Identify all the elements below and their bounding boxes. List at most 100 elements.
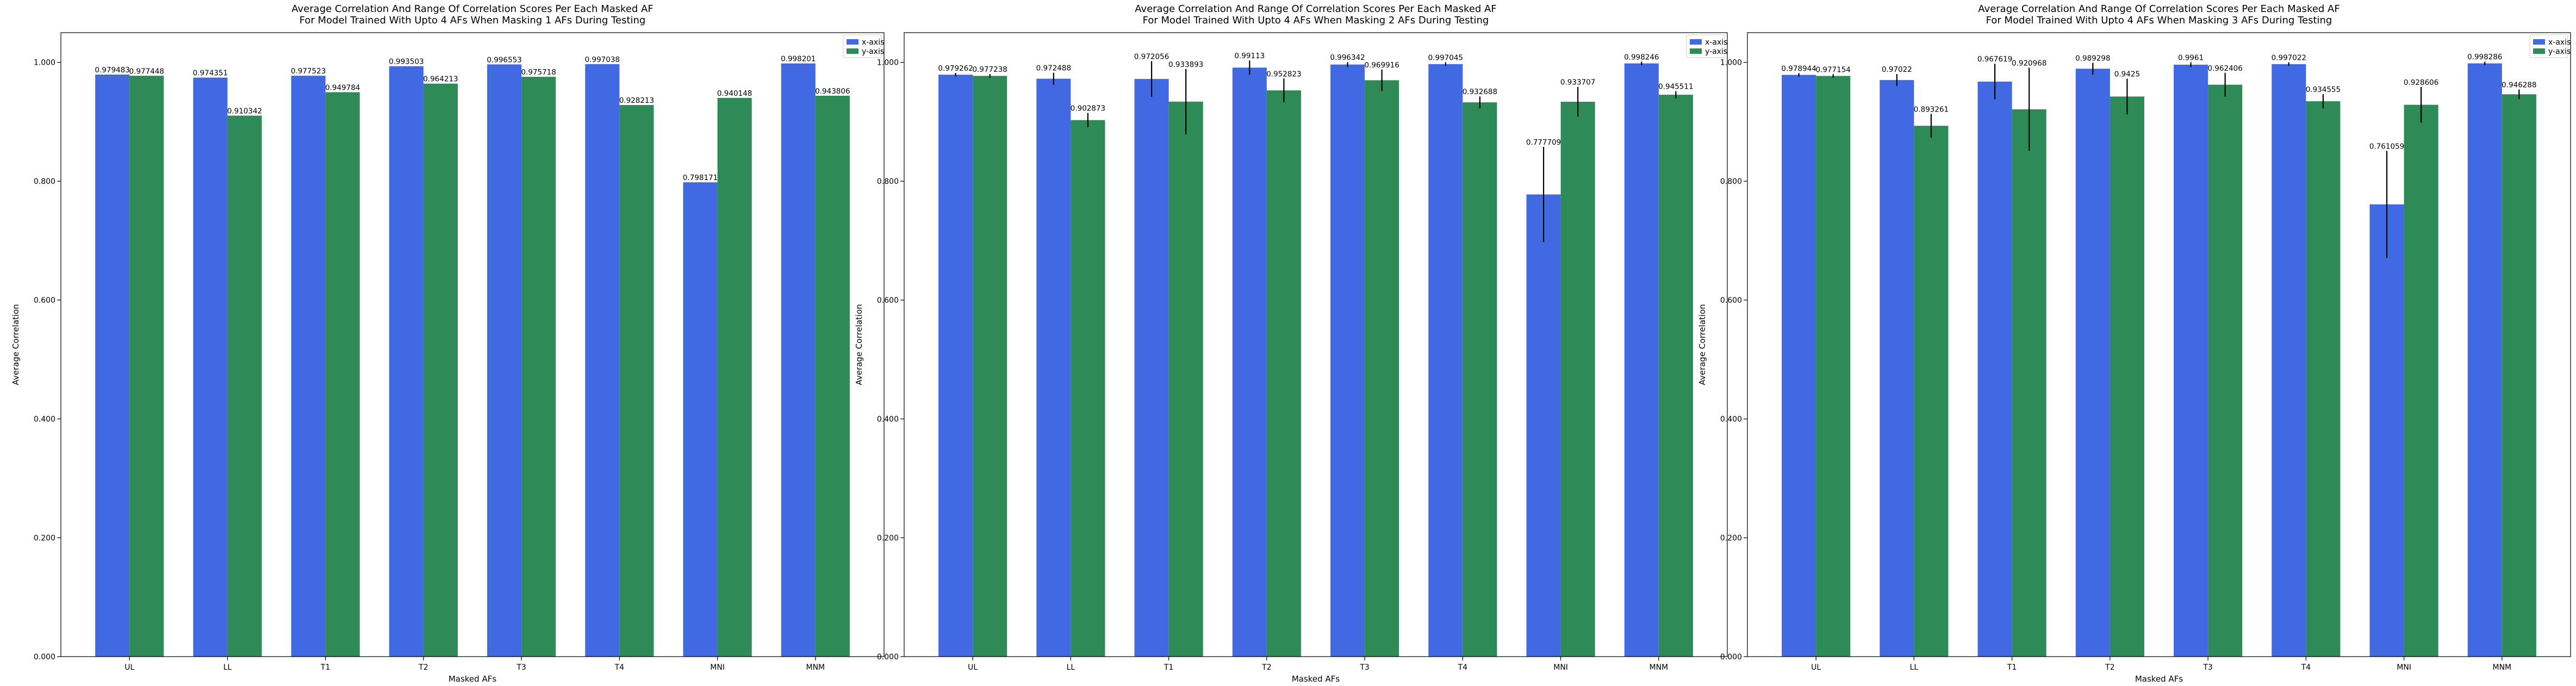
bar-y-axis-MNI (2404, 104, 2438, 657)
chart-title-line1: Average Correlation And Range Of Correla… (291, 3, 653, 15)
chart-title-line1: Average Correlation And Range Of Correla… (1978, 3, 2339, 15)
x-tick-label: T3 (2202, 663, 2212, 672)
bar-value-label: 0.977448 (129, 67, 164, 76)
bar-y-axis-MNI (1560, 102, 1595, 657)
x-tick-label: MNI (710, 663, 725, 672)
bar-value-label: 0.998246 (1624, 53, 1659, 61)
bar-x-axis-MNI (683, 182, 718, 657)
x-tick-label: MNM (1650, 663, 1669, 672)
legend-swatch-x-axis (2533, 39, 2545, 45)
bar-value-label: 0.979262 (938, 64, 973, 73)
bar-x-axis-LL (193, 77, 228, 657)
bar-value-label: 0.962406 (2207, 64, 2242, 73)
bar-value-label: 0.798171 (683, 174, 718, 182)
bar-value-label: 0.972488 (1036, 64, 1071, 73)
x-tick-label: MNI (1553, 663, 1568, 672)
bar-y-axis-T4 (619, 105, 654, 657)
bar-value-label: 0.928606 (2404, 78, 2438, 87)
bar-x-axis-T4 (1428, 64, 1463, 657)
bar-value-label: 0.964213 (423, 75, 458, 84)
legend-swatch-y-axis (2533, 48, 2545, 54)
bar-value-label: 0.928213 (619, 96, 654, 105)
bar-y-axis-T2 (1266, 90, 1301, 657)
bar-value-label: 0.998286 (2467, 53, 2502, 61)
x-tick-label: T1 (2007, 663, 2017, 672)
bar-value-label: 0.993503 (389, 58, 424, 66)
bar-x-axis-T3 (487, 64, 522, 657)
bar-x-axis-T4 (2272, 64, 2306, 657)
y-axis-label: Average Correlation (11, 304, 21, 385)
bar-x-axis-LL (1880, 80, 1914, 657)
bar-value-label: 0.893261 (1914, 105, 1949, 114)
legend-label: x-axis (2548, 38, 2571, 47)
x-tick-label: LL (1910, 663, 1919, 672)
x-tick-label: T4 (614, 663, 625, 672)
legend-swatch-x-axis (847, 39, 858, 45)
x-axis-label: Masked AFs (1292, 674, 1340, 684)
y-tick-label: 1.000 (877, 59, 899, 67)
bar-value-label: 0.933707 (1560, 78, 1595, 87)
x-tick-label: T3 (1359, 663, 1369, 672)
bar-y-axis-T1 (1168, 101, 1203, 657)
bar-y-axis-UL (973, 76, 1007, 657)
bar-value-label: 0.9961 (2178, 54, 2204, 63)
bar-value-label: 0.949784 (325, 83, 360, 92)
bar-value-label: 0.933893 (1168, 60, 1203, 69)
legend-swatch-y-axis (1690, 48, 1702, 54)
bar-y-axis-LL (1914, 126, 1949, 657)
bar-value-label: 0.761059 (2369, 142, 2404, 151)
bar-value-label: 0.945511 (1658, 83, 1693, 91)
bar-y-axis-UL (129, 76, 164, 657)
y-tick-label: 0.200 (34, 534, 55, 543)
y-tick-label: 0.600 (34, 296, 55, 305)
chart-title-line2: For Model Trained With Upto 4 AFs When M… (1143, 15, 1489, 26)
bar-value-label: 0.996342 (1330, 53, 1365, 62)
y-tick-label: 0.000 (1720, 653, 1742, 662)
x-axis-label: Masked AFs (2135, 674, 2183, 684)
x-tick-label: MNI (2397, 663, 2411, 672)
bar-y-axis-T2 (2110, 96, 2144, 657)
bar-x-axis-T2 (389, 66, 424, 657)
chart-panel-2: Average Correlation And Range Of Correla… (854, 3, 1728, 684)
x-tick-label: T4 (2301, 663, 2311, 672)
y-tick-label: 0.800 (1720, 177, 1742, 186)
x-tick-label: T4 (1458, 663, 1468, 672)
bar-x-axis-T1 (291, 76, 326, 657)
bar-value-label: 0.977238 (972, 65, 1007, 74)
legend-swatch-x-axis (1690, 39, 1702, 45)
axes-frame (1747, 32, 2571, 657)
x-tick-label: T1 (1163, 663, 1173, 672)
x-tick-label: LL (223, 663, 232, 672)
bar-value-label: 0.997022 (2272, 54, 2306, 63)
legend-swatch-y-axis (847, 48, 858, 54)
bar-value-label: 0.977523 (291, 67, 326, 76)
bar-y-axis-LL (1071, 120, 1105, 657)
y-tick-label: 0.000 (34, 653, 55, 662)
bar-x-axis-MNM (1624, 63, 1659, 657)
bar-value-label: 0.99113 (1234, 52, 1265, 60)
bar-value-label: 0.902873 (1071, 104, 1105, 113)
y-tick-label: 0.000 (877, 653, 899, 662)
legend-label: y-axis (862, 47, 884, 56)
legend-label: x-axis (862, 38, 884, 47)
legend-label: y-axis (2548, 47, 2571, 56)
bar-x-axis-T3 (1330, 64, 1365, 657)
bar-value-label: 0.946288 (2502, 81, 2536, 90)
bar-value-label: 0.996553 (487, 55, 521, 64)
chart-title-line1: Average Correlation And Range Of Correla… (1135, 3, 1496, 15)
bar-value-label: 0.952823 (1266, 70, 1301, 78)
y-tick-label: 0.800 (34, 177, 55, 186)
bar-x-axis-UL (938, 75, 973, 657)
chart-panel-3: Average Correlation And Range Of Correla… (1697, 3, 2571, 684)
axes-frame (60, 32, 885, 657)
x-tick-label: UL (968, 663, 978, 672)
axes-frame (904, 32, 1728, 657)
y-tick-label: 0.200 (877, 534, 899, 543)
bar-x-axis-UL (1782, 75, 1816, 657)
bar-y-axis-UL (1816, 76, 1851, 657)
bar-value-label: 0.978944 (1781, 64, 1816, 73)
y-tick-label: 0.400 (34, 415, 55, 424)
